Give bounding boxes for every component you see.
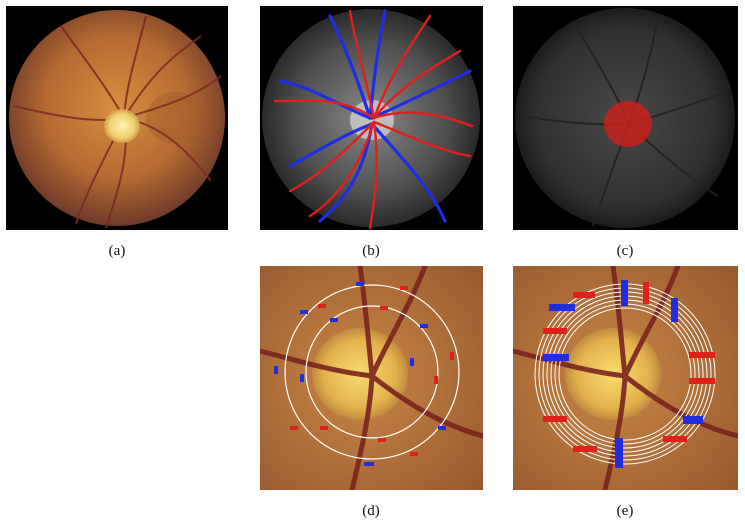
zoomed-disc-image-many-circles — [513, 266, 738, 490]
fundus-image — [9, 10, 225, 229]
panel-d-measurement-circles — [260, 266, 483, 490]
caption-c: (c) — [616, 243, 634, 259]
optic-disc-image — [515, 8, 735, 228]
caption-d: (d) — [362, 503, 380, 519]
panel-e-concentric-circles — [513, 266, 738, 490]
panel-c-optic-disc-mask — [513, 6, 738, 230]
panel-b-vessel-labels — [260, 6, 483, 230]
vessel-crossing-markers — [274, 282, 454, 466]
caption-a: (a) — [108, 243, 126, 259]
vessel-label-image — [262, 9, 480, 230]
caption-b: (b) — [362, 243, 380, 259]
caption-e: (e) — [616, 503, 634, 519]
vessel-crossing-markers — [543, 280, 715, 468]
zoomed-disc-image-two-circles — [260, 266, 483, 490]
panel-a-fundus-image — [6, 6, 228, 230]
